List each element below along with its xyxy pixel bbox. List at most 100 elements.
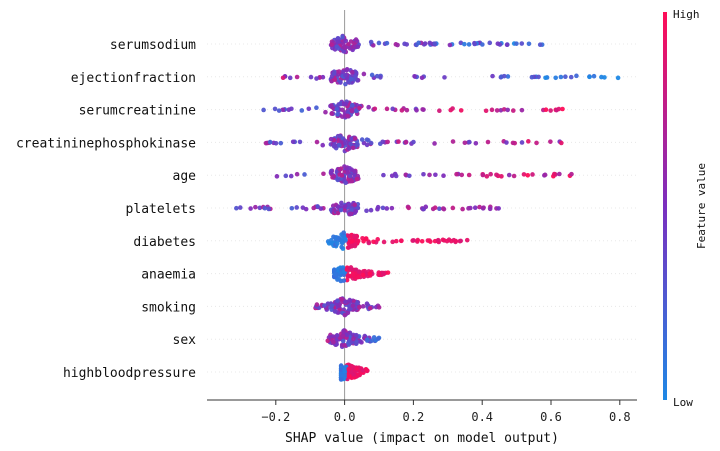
x-axis: −0.2 0.0 0.2 0.4 0.6 0.8 (207, 399, 637, 424)
shap-point (526, 41, 532, 47)
shap-point (525, 173, 531, 178)
shap-point (276, 108, 282, 113)
shap-point (335, 176, 340, 182)
colorbar-high-label: High (673, 8, 700, 21)
shap-point (346, 146, 352, 151)
shap-point (347, 165, 352, 171)
points-diabetes (325, 230, 470, 251)
shap-point (368, 207, 374, 213)
shap-point (450, 106, 455, 111)
shap-point (360, 304, 366, 309)
x-tick-label: 0.2 (403, 410, 425, 424)
shap-point (404, 42, 410, 47)
shap-point (349, 207, 354, 213)
shap-point (340, 338, 346, 344)
shap-point (371, 239, 376, 245)
shap-point (337, 167, 343, 172)
shap-point (375, 237, 380, 242)
shap-point (480, 172, 486, 178)
shap-point (342, 204, 348, 209)
shap-point (360, 368, 365, 373)
shap-point (536, 74, 541, 80)
shap-point (261, 107, 266, 113)
shap-point (483, 108, 489, 114)
shap-point (462, 41, 467, 47)
shap-point (454, 171, 459, 177)
shap-point (441, 173, 446, 178)
shap-point (354, 366, 359, 371)
shap-point (355, 274, 361, 280)
shap-point (489, 107, 495, 113)
shap-point (349, 243, 354, 249)
shap-point (366, 240, 372, 246)
shap-point (495, 41, 501, 46)
shap-point (563, 74, 568, 79)
shap-point (349, 76, 354, 82)
shap-point (329, 42, 335, 47)
shap-point (314, 105, 319, 111)
shap-point (352, 202, 358, 208)
shap-point (343, 38, 349, 44)
shap-point (294, 171, 300, 177)
shap-point (338, 207, 344, 213)
shap-point (321, 171, 326, 177)
shap-point (375, 336, 381, 341)
shap-point (238, 205, 243, 210)
shap-point (466, 172, 472, 178)
shap-point (345, 113, 350, 119)
shap-point (357, 304, 362, 310)
shap-point (283, 173, 289, 179)
shap-point (338, 133, 343, 139)
shap-point (323, 109, 328, 115)
shap-point (297, 139, 303, 145)
shap-point (472, 41, 477, 47)
shap-point (341, 269, 347, 275)
shap-point (366, 104, 371, 110)
shap-point (334, 106, 340, 112)
shap-point (329, 303, 335, 309)
shap-point (338, 373, 344, 378)
shap-point (349, 102, 355, 108)
shap-point (558, 74, 564, 80)
shap-point (329, 103, 334, 108)
shap-point (339, 240, 345, 246)
shap-point (364, 301, 370, 307)
feature-label-serumsodium: serumsodium (110, 38, 196, 53)
shap-point (349, 108, 355, 114)
shap-point (338, 101, 343, 107)
shap-point (349, 136, 354, 141)
shap-point (381, 239, 387, 245)
shap-point (314, 139, 320, 145)
shap-point (353, 37, 359, 42)
shap-point (599, 74, 604, 80)
shap-point (280, 107, 286, 113)
shap-point (530, 172, 535, 177)
shap-point (352, 44, 357, 50)
points-highbloodpressure (338, 362, 370, 382)
shap-point (352, 242, 358, 247)
shap-point (355, 238, 361, 244)
shap-point (472, 205, 478, 210)
shap-point (421, 171, 426, 177)
shap-point (315, 204, 320, 209)
shap-point (569, 171, 574, 177)
shap-point (300, 205, 306, 210)
shap-point (343, 72, 348, 78)
shap-point (349, 69, 355, 75)
shap-point (448, 238, 454, 244)
shap-point (415, 237, 421, 243)
shap-point (385, 139, 390, 145)
shap-point (557, 171, 562, 177)
shap-point (337, 79, 343, 85)
colorbar: High Low Feature value (663, 8, 708, 409)
shap-point (343, 373, 348, 379)
shap-point (370, 43, 376, 48)
shap-point (411, 238, 416, 243)
shap-point (350, 303, 356, 308)
shap-point (343, 101, 349, 107)
shap-point (351, 372, 357, 377)
shap-point (337, 143, 342, 148)
shap-point (464, 237, 470, 243)
shap-point (266, 206, 272, 212)
shap-point (350, 145, 356, 151)
